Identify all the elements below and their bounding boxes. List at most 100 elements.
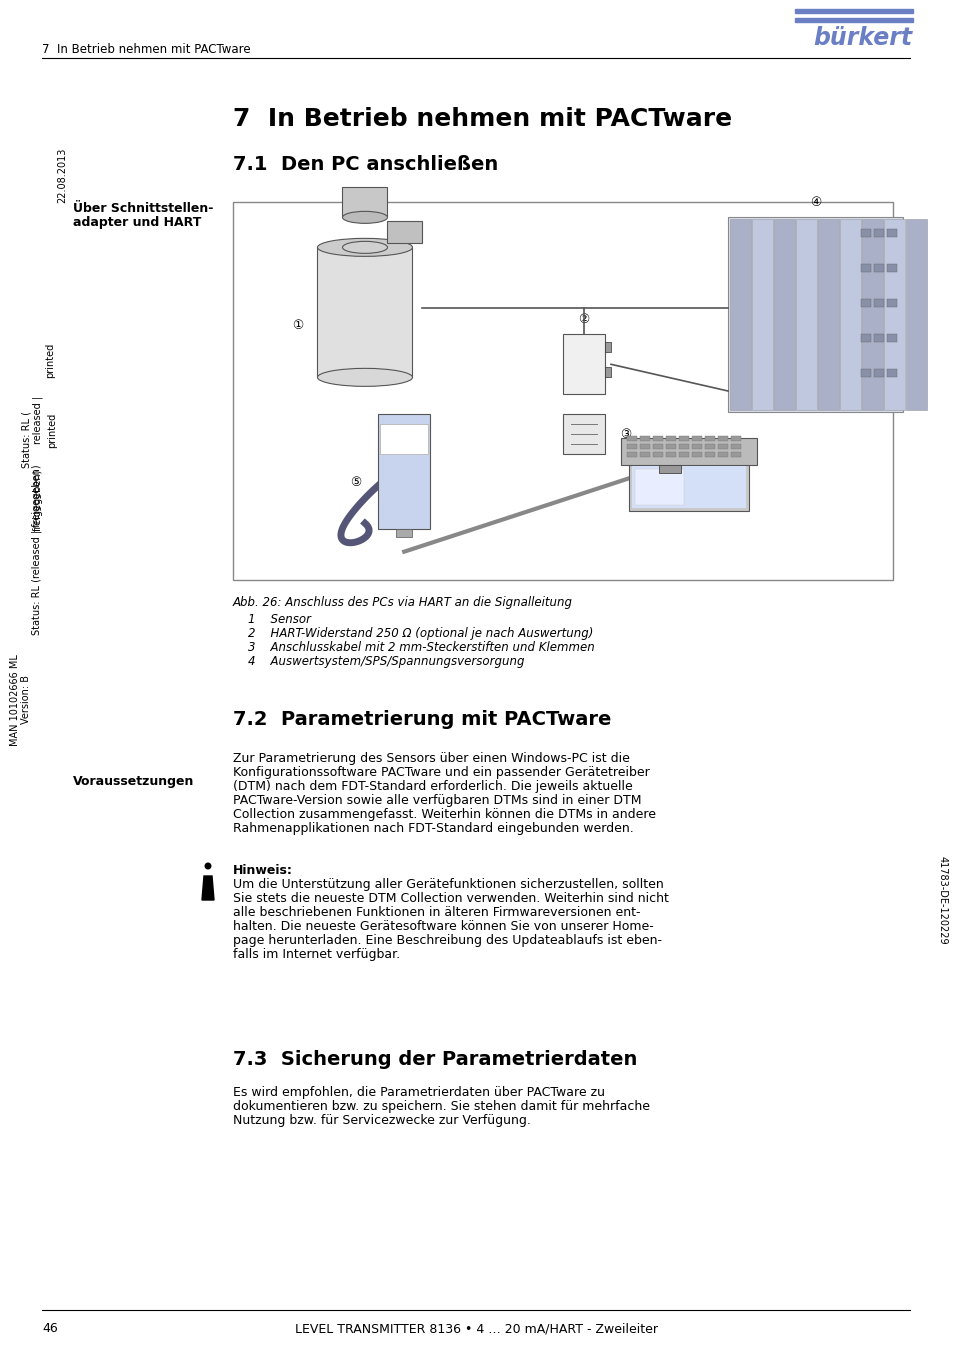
Bar [679, 452, 688, 458]
Text: Abb. 26: Anschluss des PCs via HART an die Signalleitung: Abb. 26: Anschluss des PCs via HART an d… [233, 596, 573, 609]
Text: Sie stets die neueste DTM Collection verwenden. Weiterhin sind nicht: Sie stets die neueste DTM Collection ver… [233, 892, 668, 904]
Ellipse shape [390, 433, 394, 437]
Bar [862, 219, 882, 410]
Ellipse shape [390, 444, 394, 448]
Text: freigegeben): freigegeben) [33, 468, 43, 531]
Text: 4    Auswertsystem/SPS/Spannungsversorgung: 4 Auswertsystem/SPS/Spannungsversorgung [248, 655, 524, 668]
Bar [751, 219, 772, 410]
Text: ⑤: ⑤ [350, 477, 361, 489]
Text: dokumentieren bzw. zu speichern. Sie stehen damit für mehrfache: dokumentieren bzw. zu speichern. Sie ste… [233, 1099, 649, 1113]
Ellipse shape [414, 433, 417, 437]
Bar [639, 452, 649, 458]
Text: Version: B: Version: B [21, 676, 30, 724]
Bar [905, 219, 926, 410]
Bar [794, 18, 912, 22]
Text: Um die Unterstützung aller Gerätefunktionen sicherzustellen, sollten: Um die Unterstützung aller Gerätefunktio… [233, 877, 663, 891]
Bar [718, 444, 727, 450]
Bar [704, 452, 714, 458]
Bar [861, 370, 870, 378]
Text: alle beschriebenen Funktionen in älteren Firmwareversionen ent-: alle beschriebenen Funktionen in älteren… [233, 906, 639, 919]
Bar [873, 299, 883, 307]
Text: 3    Anschlusskabel mit 2 mm-Steckerstiften und Klemmen: 3 Anschlusskabel mit 2 mm-Steckerstiften… [248, 640, 594, 654]
Bar [639, 444, 649, 450]
Text: Voraussetzungen: Voraussetzungen [73, 774, 194, 788]
Text: 46: 46 [42, 1322, 58, 1335]
Bar [704, 436, 714, 441]
Ellipse shape [406, 433, 410, 437]
Bar [886, 334, 896, 343]
Bar [620, 439, 757, 464]
Text: Hinweis:: Hinweis: [233, 864, 293, 877]
Polygon shape [202, 876, 213, 900]
Text: PACTware-Version sowie alle verfügbaren DTMs sind in einer DTM: PACTware-Version sowie alle verfügbaren … [233, 793, 640, 807]
Bar [665, 444, 676, 450]
Ellipse shape [382, 444, 386, 448]
Bar [873, 229, 883, 237]
Ellipse shape [414, 444, 417, 448]
Bar [730, 452, 740, 458]
Text: Collection zusammengefasst. Weiterhin können die DTMs in andere: Collection zusammengefasst. Weiterhin kö… [233, 808, 656, 821]
Bar [639, 436, 649, 441]
Bar [873, 370, 883, 378]
Text: 2    HART-Widerstand 250 Ω (optional je nach Auswertung): 2 HART-Widerstand 250 Ω (optional je nac… [248, 627, 593, 640]
Ellipse shape [317, 238, 412, 256]
Text: Status: RL (released | freigegeben): Status: RL (released | freigegeben) [31, 464, 42, 635]
Text: 41783-DE-120229: 41783-DE-120229 [937, 856, 947, 944]
Bar [718, 436, 727, 441]
Text: printed: printed [45, 343, 55, 378]
Text: Status: RL (: Status: RL ( [22, 412, 32, 468]
Bar [704, 444, 714, 450]
Text: 7.2  Parametrierung mit PACTware: 7.2 Parametrierung mit PACTware [233, 709, 611, 728]
Bar [562, 414, 604, 455]
Bar [387, 221, 422, 244]
Bar [861, 229, 870, 237]
Bar [631, 466, 745, 508]
Bar [626, 452, 637, 458]
Text: released |: released | [32, 395, 43, 444]
Bar [794, 9, 912, 14]
Text: printed: printed [47, 413, 57, 448]
Bar [886, 299, 896, 307]
Text: 7  In Betrieb nehmen mit PACTware: 7 In Betrieb nehmen mit PACTware [233, 107, 731, 131]
Bar [665, 452, 676, 458]
Text: 1    Sensor: 1 Sensor [248, 613, 311, 626]
Text: page herunterladen. Eine Beschreibung des Updateablaufs ist eben-: page herunterladen. Eine Beschreibung de… [233, 934, 661, 946]
Bar [817, 219, 838, 410]
Text: Über Schnittstellen-: Über Schnittstellen- [73, 202, 213, 215]
Text: Rahmenapplikationen nach FDT-Standard eingebunden werden.: Rahmenapplikationen nach FDT-Standard ei… [233, 822, 633, 835]
Ellipse shape [406, 444, 410, 448]
Text: 7.3  Sicherung der Parametrierdaten: 7.3 Sicherung der Parametrierdaten [233, 1049, 637, 1070]
Text: Es wird empfohlen, die Parametrierdaten über PACTware zu: Es wird empfohlen, die Parametrierdaten … [233, 1086, 604, 1099]
Text: halten. Die neueste Gerätesoftware können Sie von unserer Home-: halten. Die neueste Gerätesoftware könne… [233, 919, 653, 933]
Bar [729, 219, 750, 410]
Text: Konfigurationssoftware PACTware und ein passender Gerätetreiber: Konfigurationssoftware PACTware und ein … [233, 766, 649, 779]
Bar [691, 436, 701, 441]
Bar [886, 264, 896, 272]
Bar [730, 436, 740, 441]
Bar [886, 370, 896, 378]
Bar [861, 299, 870, 307]
Bar [691, 444, 701, 450]
Bar [628, 463, 748, 512]
Ellipse shape [317, 368, 412, 386]
Bar [679, 436, 688, 441]
Bar [233, 202, 892, 580]
Text: ④: ④ [809, 195, 821, 209]
Bar [691, 452, 701, 458]
Text: adapter und HART: adapter und HART [73, 217, 201, 229]
Bar [659, 464, 680, 473]
Bar [380, 424, 428, 454]
Text: ③: ③ [619, 428, 631, 441]
Ellipse shape [397, 444, 402, 448]
Bar [635, 468, 683, 505]
Text: Nutzung bzw. für Servicezwecke zur Verfügung.: Nutzung bzw. für Servicezwecke zur Verfü… [233, 1114, 530, 1127]
Text: (DTM) nach dem FDT-Standard erforderlich. Die jeweils aktuelle: (DTM) nach dem FDT-Standard erforderlich… [233, 780, 632, 793]
Text: 7  In Betrieb nehmen mit PACTware: 7 In Betrieb nehmen mit PACTware [42, 43, 251, 56]
Bar [773, 219, 794, 410]
Bar [718, 452, 727, 458]
Bar [730, 444, 740, 450]
Bar [873, 264, 883, 272]
Bar [604, 343, 610, 352]
Ellipse shape [397, 433, 402, 437]
Text: falls im Internet verfügbar.: falls im Internet verfügbar. [233, 948, 399, 961]
